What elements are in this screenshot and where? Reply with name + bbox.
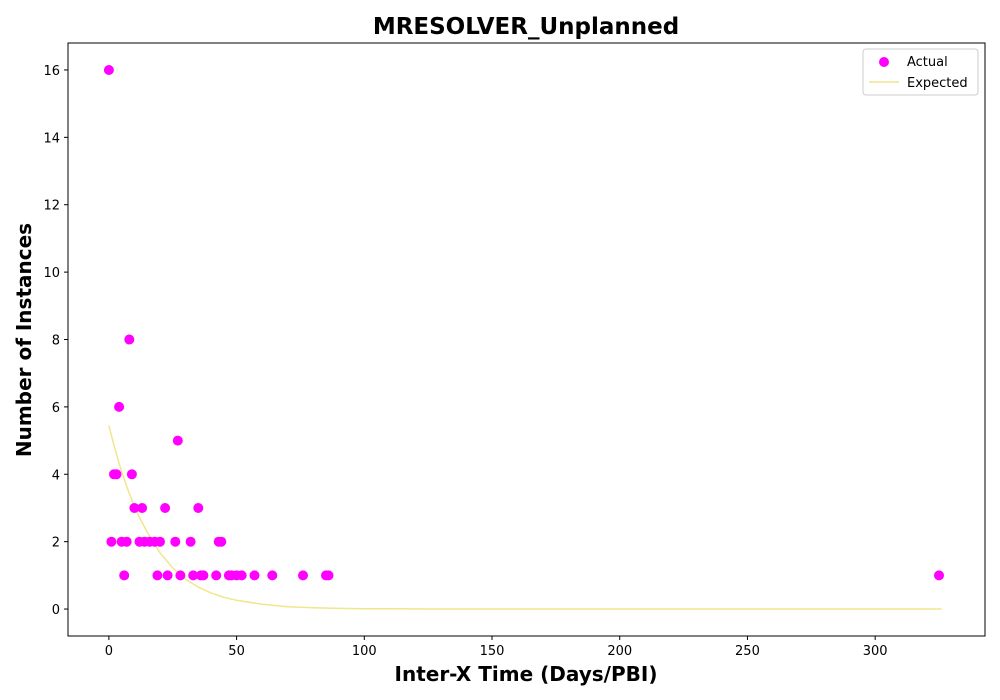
data-point <box>188 570 199 581</box>
data-point <box>106 536 117 547</box>
data-point <box>103 65 114 75</box>
y-tick-label: 4 <box>52 468 60 483</box>
x-axis: 0 50 100 150 200 250 300 <box>105 636 888 659</box>
data-point <box>298 570 308 581</box>
data-point <box>216 536 227 547</box>
x-tick-label: 300 <box>863 644 888 659</box>
data-point <box>152 570 163 581</box>
expected-series <box>108 425 942 610</box>
data-point <box>126 469 137 480</box>
data-point <box>119 570 130 581</box>
y-axis-title: Number of Instances <box>12 223 36 457</box>
legend-label-actual: Actual <box>907 55 948 70</box>
legend: Actual Expected <box>862 48 979 96</box>
data-point <box>934 570 944 581</box>
y-tick-label: 16 <box>43 64 60 79</box>
actual-series <box>103 65 944 581</box>
data-point <box>193 503 204 513</box>
x-tick-label: 250 <box>735 644 760 659</box>
plot-frame <box>67 42 986 637</box>
y-tick-label: 14 <box>43 131 60 146</box>
x-tick-label: 200 <box>607 644 632 659</box>
data-point <box>198 570 209 581</box>
data-point <box>129 503 140 513</box>
x-tick-label: 100 <box>352 644 377 659</box>
data-point <box>323 570 334 581</box>
data-point <box>111 469 122 480</box>
data-point <box>137 503 148 513</box>
data-point <box>236 570 247 581</box>
y-axis: 0 2 4 6 8 10 12 14 16 <box>43 64 68 618</box>
y-tick-label: 8 <box>52 334 60 349</box>
x-tick-label: 50 <box>228 644 245 659</box>
x-tick-label: 0 <box>105 644 113 659</box>
legend-marker-actual <box>879 57 889 67</box>
x-tick-label: 150 <box>480 644 505 659</box>
data-point <box>249 570 260 581</box>
y-tick-label: 6 <box>52 401 60 416</box>
data-point <box>267 570 278 581</box>
chart-title: MRESOLVER_Unplanned <box>373 14 679 40</box>
data-point <box>185 536 196 547</box>
data-point <box>114 401 125 412</box>
y-tick-label: 12 <box>43 199 60 214</box>
data-point <box>170 536 181 547</box>
data-point <box>121 536 132 547</box>
data-point <box>211 570 222 581</box>
data-point <box>172 435 183 446</box>
expected-line <box>108 425 942 610</box>
data-point <box>160 503 171 513</box>
y-tick-label: 0 <box>52 603 60 618</box>
y-tick-label: 2 <box>52 536 60 551</box>
data-point <box>124 334 135 345</box>
legend-box <box>862 48 979 96</box>
data-point <box>175 570 186 581</box>
legend-label-expected: Expected <box>907 76 968 91</box>
y-tick-label: 10 <box>43 266 60 281</box>
data-point <box>155 536 165 547</box>
data-point <box>162 570 173 581</box>
x-axis-title: Inter-X Time (Days/PBI) <box>395 662 658 686</box>
